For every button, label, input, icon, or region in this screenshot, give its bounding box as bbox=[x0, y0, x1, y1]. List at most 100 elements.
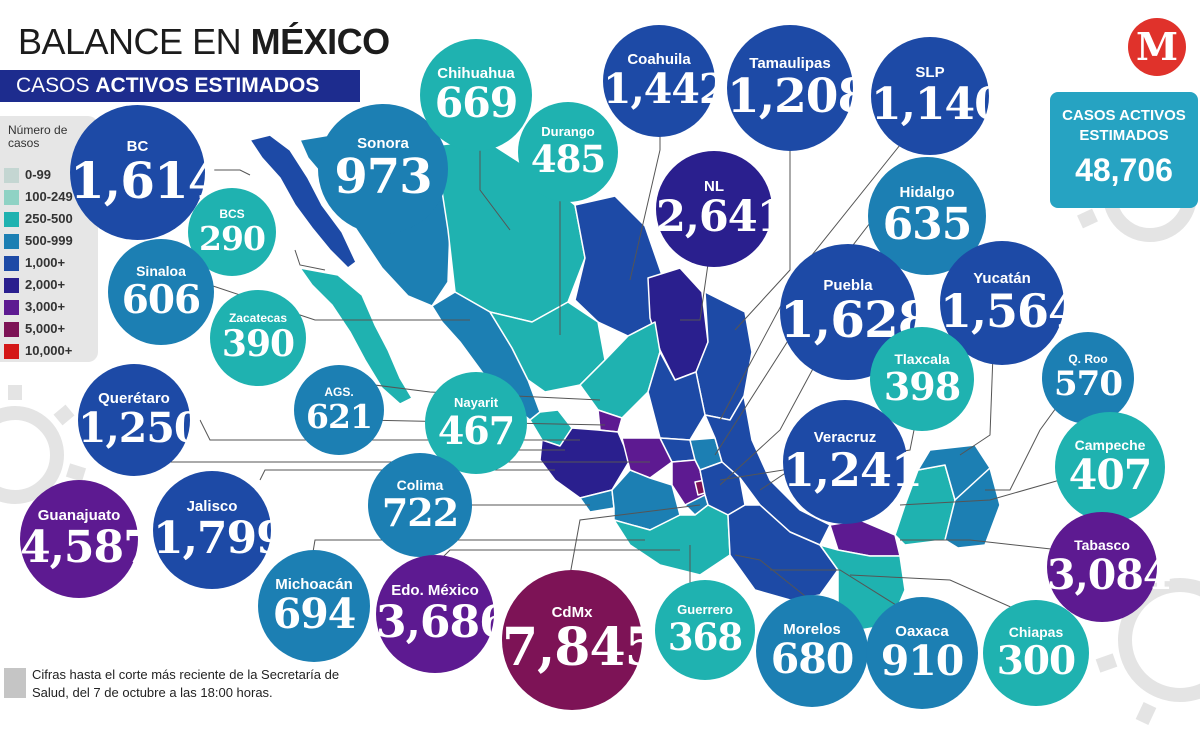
state-bubble: Jalisco 1,799 bbox=[153, 471, 287, 589]
state-bubble: BC 1,614 bbox=[70, 105, 223, 240]
state-value: 368 bbox=[667, 615, 743, 660]
state-value: 4,587 bbox=[20, 521, 154, 573]
subtitle-bold: ACTIVOS ESTIMADOS bbox=[95, 74, 320, 97]
state-bubble: NL 2,641 bbox=[656, 151, 787, 267]
state-value: 694 bbox=[272, 590, 357, 639]
state-name: Hidalgo bbox=[899, 184, 955, 202]
state-value: 722 bbox=[381, 490, 459, 536]
state-value: 290 bbox=[199, 218, 266, 258]
state-name: Tamaulipas bbox=[749, 54, 831, 72]
legend-item: 5,000+ bbox=[0, 318, 98, 340]
legend-item: 500-999 bbox=[0, 230, 98, 252]
state-value: 1,442 bbox=[603, 65, 727, 114]
state-bubble: Querétaro 1,250 bbox=[78, 364, 202, 476]
state-bubble: Tlaxcala 398 bbox=[870, 327, 974, 431]
legend-swatch bbox=[4, 344, 19, 359]
state-name: Oaxaca bbox=[895, 622, 949, 640]
state-value: 621 bbox=[306, 396, 373, 436]
total-box: CASOS ACTIVOS ESTIMADOS 48,706 bbox=[1050, 92, 1198, 208]
page-title: BALANCE EN MÉXICO bbox=[18, 22, 390, 62]
milenio-logo-icon: M bbox=[1128, 18, 1186, 76]
state-bubble: Colima 722 bbox=[368, 453, 472, 557]
region-baja-california-sur bbox=[299, 267, 413, 405]
state-bubble: Morelos 680 bbox=[756, 595, 868, 707]
state-value: 1,140 bbox=[871, 78, 1005, 130]
state-name: NL bbox=[704, 177, 724, 195]
state-bubble: Tabasco 3,084 bbox=[1047, 512, 1171, 622]
state-name: Zacatecas bbox=[228, 311, 288, 326]
state-name: BC bbox=[126, 137, 149, 155]
state-name: Veracruz bbox=[813, 429, 877, 447]
state-name: Colima bbox=[396, 477, 444, 493]
state-bubble: AGS. 621 bbox=[294, 365, 384, 455]
state-value: 485 bbox=[530, 137, 606, 182]
state-value: 973 bbox=[334, 149, 432, 206]
state-value: 2,641 bbox=[656, 192, 787, 243]
state-value: 1,564 bbox=[940, 284, 1080, 339]
state-value: 407 bbox=[1068, 450, 1153, 499]
state-name: Querétaro bbox=[98, 389, 170, 407]
note-marker bbox=[4, 668, 26, 698]
legend-item: 100-249 bbox=[0, 186, 98, 208]
legend-item: 3,000+ bbox=[0, 296, 98, 318]
legend-swatch bbox=[4, 322, 19, 337]
state-value: 606 bbox=[121, 276, 201, 323]
legend-swatch bbox=[4, 278, 19, 293]
state-name: Morelos bbox=[783, 620, 841, 638]
state-name: AGS. bbox=[324, 384, 354, 399]
state-name: Q. Roo bbox=[1068, 352, 1108, 367]
subtitle-bar bbox=[0, 70, 360, 102]
legend-item: 1,000+ bbox=[0, 252, 98, 274]
state-bubble: Michoacán 694 bbox=[258, 550, 370, 662]
state-name: Guanajuato bbox=[37, 507, 121, 525]
state-name: Nayarit bbox=[453, 394, 499, 410]
state-name: SLP bbox=[915, 64, 945, 82]
legend-swatch bbox=[4, 300, 19, 315]
state-bubble: Nayarit 467 bbox=[425, 372, 527, 474]
legend-label: 5,000+ bbox=[25, 321, 66, 336]
state-name: Sonora bbox=[357, 135, 409, 153]
state-value: 1,241 bbox=[783, 443, 923, 498]
state-name: Yucatán bbox=[973, 270, 1031, 288]
state-name: Guerrero bbox=[677, 602, 733, 618]
logo-letter: M bbox=[1135, 24, 1179, 69]
total-value: 48,706 bbox=[1075, 152, 1173, 188]
footnote: Cifras hasta el corte más reciente de la… bbox=[32, 667, 340, 700]
region-guanajuato bbox=[621, 437, 673, 479]
legend-item: 250-500 bbox=[0, 208, 98, 230]
state-name: Edo. México bbox=[391, 582, 479, 600]
state-value: 3,084 bbox=[1047, 550, 1171, 599]
state-name: BCS bbox=[219, 206, 245, 221]
state-bubble: Zacatecas 390 bbox=[210, 290, 306, 386]
state-bubble: Chiapas 300 bbox=[983, 600, 1089, 706]
state-value: 467 bbox=[437, 407, 515, 453]
state-bubble: Coahuila 1,442 bbox=[603, 25, 727, 137]
state-value: 390 bbox=[221, 323, 295, 365]
state-bubble: Hidalgo 635 bbox=[868, 157, 986, 275]
state-name: Michoacán bbox=[275, 575, 353, 593]
state-name: Coahuila bbox=[627, 50, 691, 68]
page-subtitle: CASOS ACTIVOS ESTIMADOS bbox=[16, 70, 319, 102]
state-value: 570 bbox=[1054, 364, 1123, 405]
state-bubble: Sonora 973 bbox=[318, 104, 448, 234]
state-value: 1,799 bbox=[153, 512, 287, 564]
state-value: 1,614 bbox=[70, 150, 223, 210]
legend-label: 10,000+ bbox=[25, 343, 73, 358]
state-bubble: Guerrero 368 bbox=[655, 580, 755, 680]
legend-label: 0-99 bbox=[25, 167, 52, 182]
legend-label: 3,000+ bbox=[25, 299, 66, 314]
state-name: Durango bbox=[541, 124, 595, 140]
state-bubble: SLP 1,140 bbox=[871, 37, 1005, 155]
state-name: Chihuahua bbox=[437, 64, 515, 82]
legend-label: 500-999 bbox=[25, 233, 73, 248]
state-bubble: Q. Roo 570 bbox=[1042, 332, 1134, 424]
legend-label: 100-249 bbox=[25, 189, 73, 204]
state-name: Sinaloa bbox=[136, 263, 186, 280]
state-value: 910 bbox=[880, 637, 965, 686]
legend-label: 1,000+ bbox=[25, 255, 66, 270]
state-bubble: Tamaulipas 1,208 bbox=[727, 25, 870, 151]
legend-item: 0-99 bbox=[0, 164, 98, 186]
legend-label: 250-500 bbox=[25, 211, 73, 226]
state-value: 669 bbox=[434, 79, 519, 128]
state-name: Tabasco bbox=[1074, 537, 1130, 554]
